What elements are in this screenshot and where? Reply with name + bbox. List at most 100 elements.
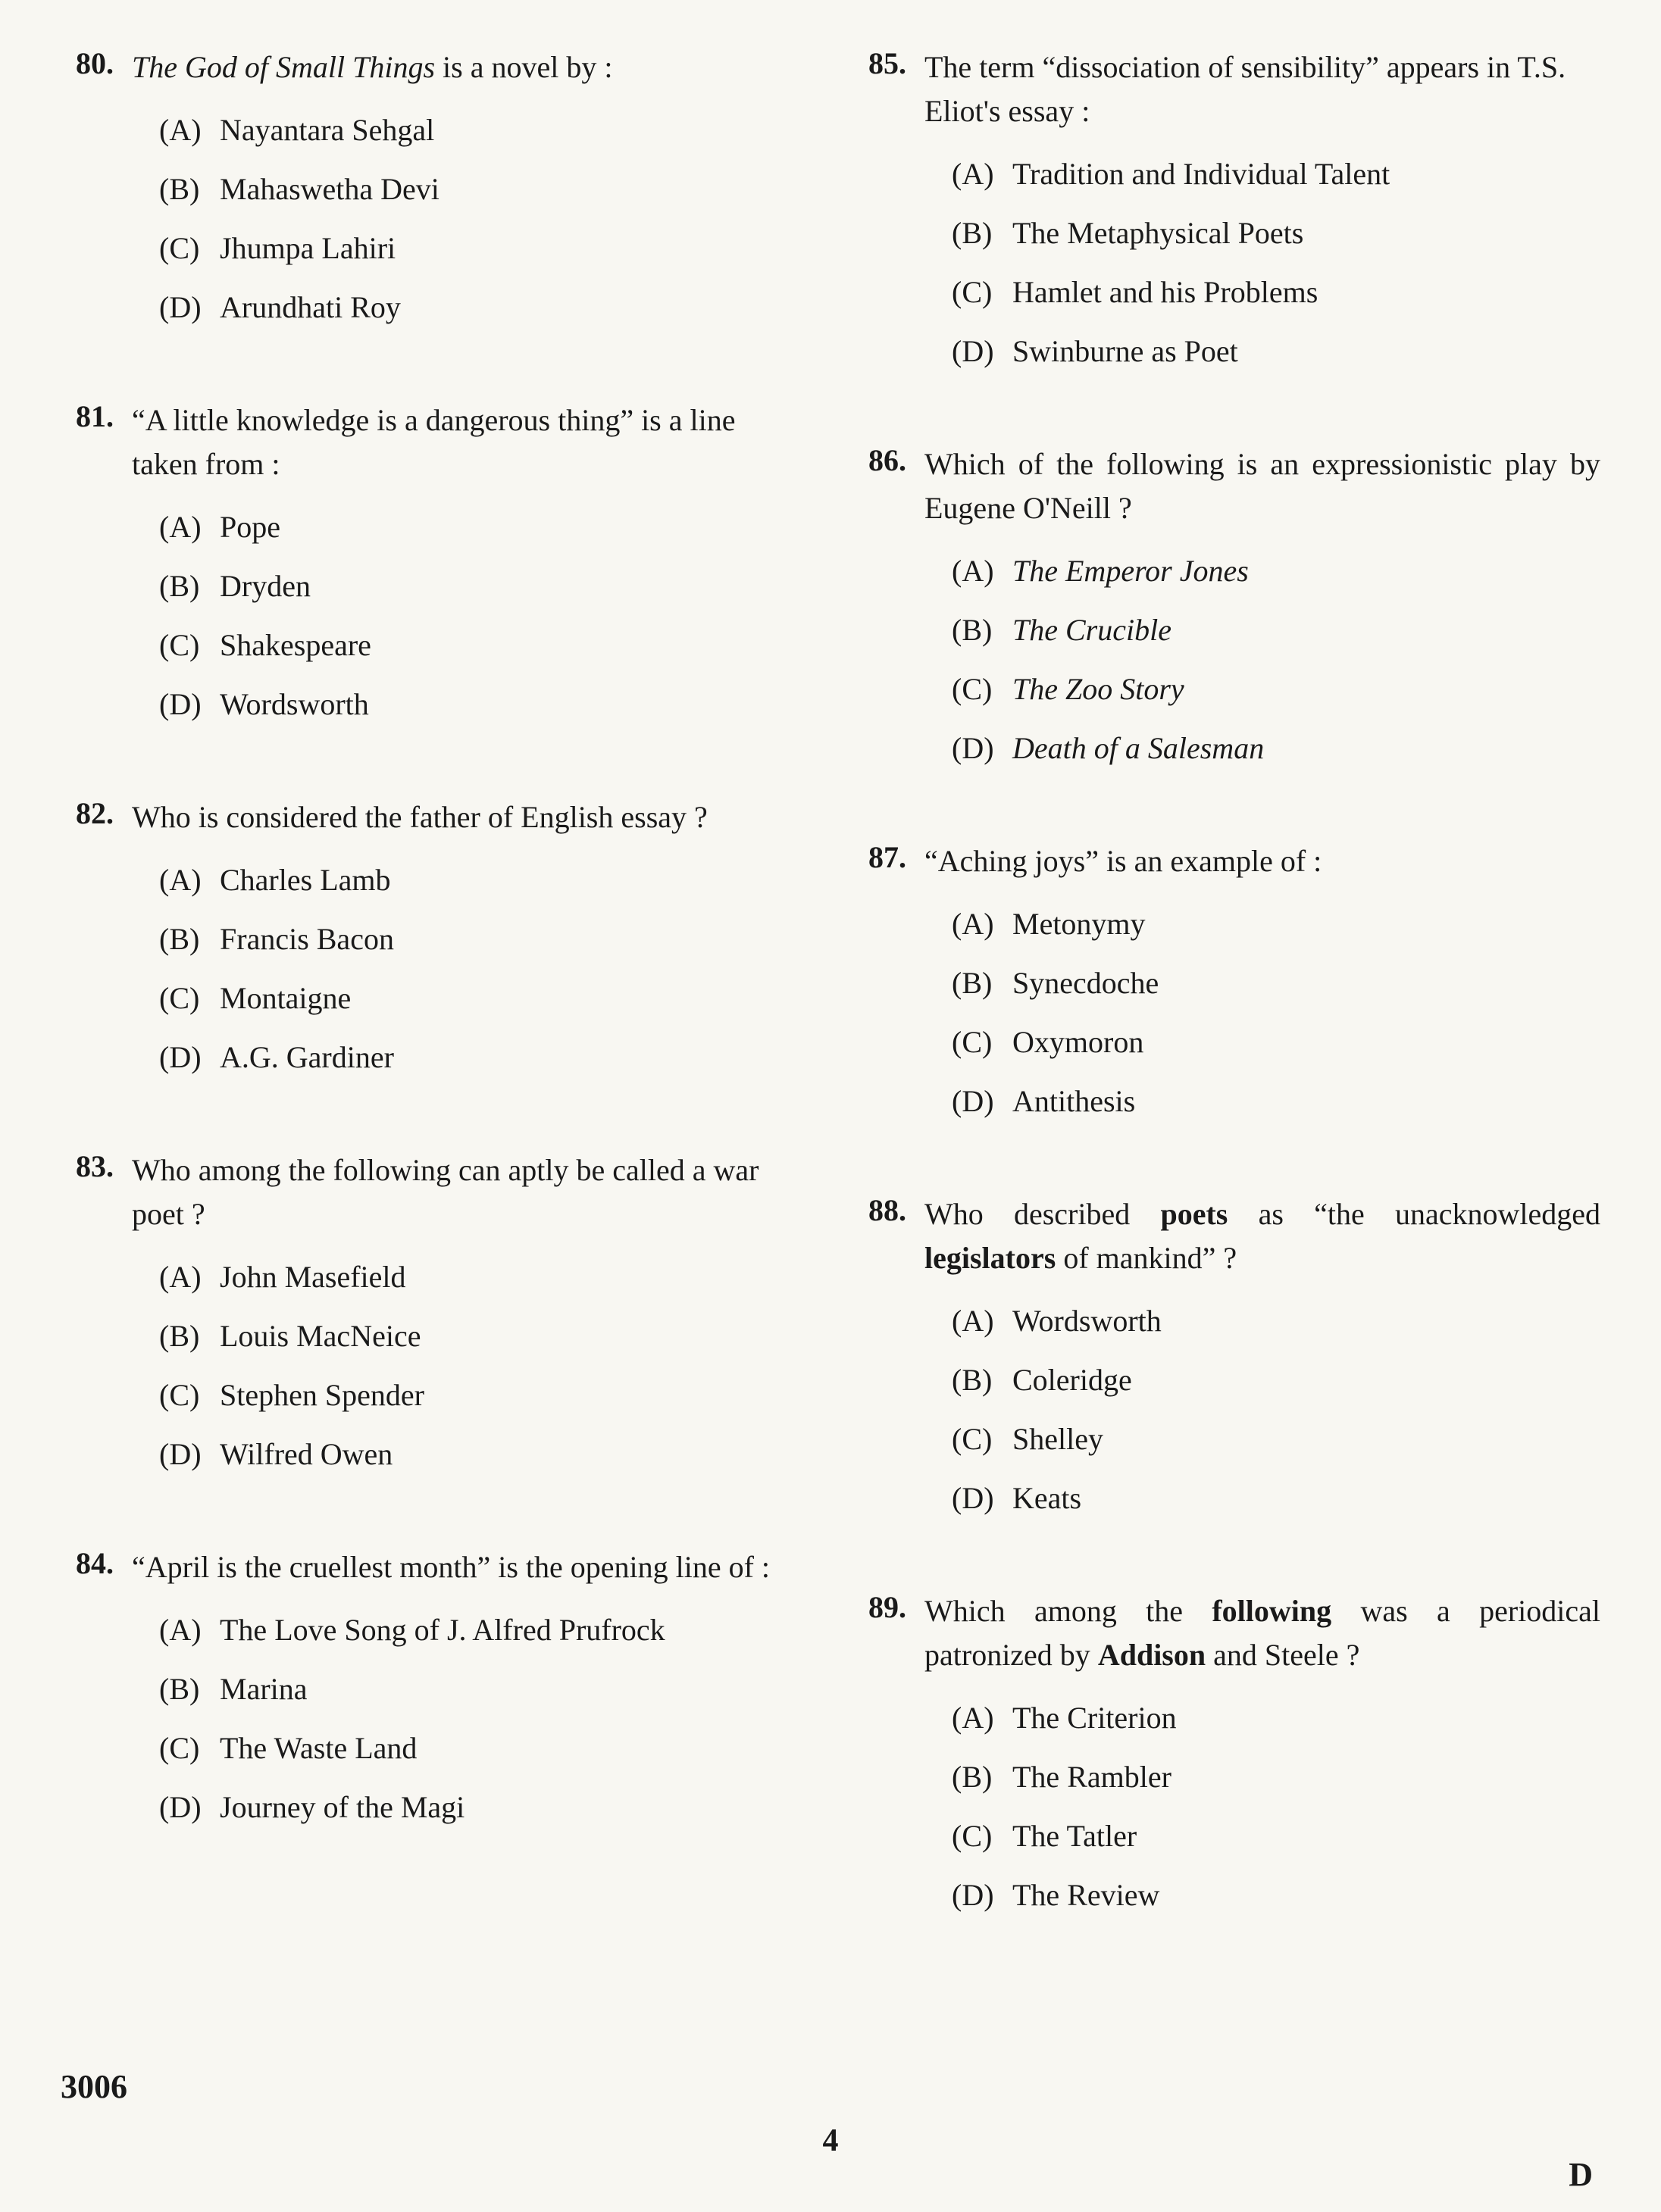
option-text: Keats [1012,1476,1081,1521]
question: 88. Who described poets as “the unacknowl… [853,1192,1600,1521]
option-label: (C) [952,1814,997,1859]
option-label: (C) [159,976,205,1021]
option-label: (D) [159,1785,205,1830]
option: (B) Dryden [159,564,808,609]
option: (A)Metonymy [952,901,1600,947]
option-label: (B) [952,211,997,256]
option-label: (A) [952,548,997,594]
option: (C)The Zoo Story [952,667,1600,712]
option: (A)The Criterion [952,1695,1600,1741]
option-label: (A) [952,1695,997,1741]
options-list: (A) The Emperor Jones (B) The Crucible (C)Th… [952,548,1600,771]
option: (B)The Rambler [952,1754,1600,1800]
option: (D) Keats [952,1476,1600,1521]
option-text: Antithesis [1012,1079,1135,1124]
option: (C) The Tatler [952,1814,1600,1859]
option-text: Jhumpa Lahiri [220,226,396,271]
option-label: (D) [952,1079,997,1124]
question-header: 89.Which among the following was a perio… [853,1589,1600,1677]
option-label: (C) [952,1020,997,1065]
option-text: The Metaphysical Poets [1012,211,1303,256]
question-header: 81. “A little knowledge is a dangerous th… [61,398,808,486]
question-text: The God of Small Things is a novel by : [132,45,808,89]
question-text: “A little knowledge is a dangerous thing… [132,398,808,486]
option: (D) The Review [952,1873,1600,1918]
option-text: The Review [1012,1873,1159,1918]
option-label: (D) [952,1476,997,1521]
option: (B) Francis Bacon [159,917,808,962]
question-text: Which of the following is an expressioni… [924,442,1600,530]
option-label: (B) [952,1358,997,1403]
options-list: (A)Pope(B)Dryden(C)Shakespeare(D)Wordswo… [159,505,808,727]
option-label: (D) [952,329,997,374]
option: (D) Journey of the Magi [159,1785,808,1830]
option-label: (D) [159,285,205,330]
option-text: The Emperor Jones [1012,548,1249,594]
footer-page-number: 4 [823,2123,839,2159]
options-list: (A) Nayantara Sehgal (B)Mahaswetha Devi (C)… [159,108,808,330]
options-list: (A)Charles Lamb(B)Francis Bacon(C)Montai… [159,858,808,1080]
option: (B)Mahaswetha Devi [159,167,808,212]
option-text: Oxymoron [1012,1020,1143,1065]
options-list: (A)The Love Song of J. Alfred Prufrock(B… [159,1607,808,1830]
question-text: Who is considered the father of English … [132,795,808,839]
option-text: Arundhati Roy [220,285,401,330]
option-label: (A) [159,505,205,550]
option-text: Shelley [1012,1417,1103,1462]
option: (B) The Crucible [952,608,1600,653]
option-text: Journey of the Magi [220,1785,465,1830]
right-column: 85.The term “dissociation of sensibility… [853,45,1600,1986]
option-text: Charles Lamb [220,858,391,903]
option-text: Tradition and Individual Talent [1012,152,1390,197]
option: (A) Nayantara Sehgal [159,108,808,153]
option-text: The Waste Land [220,1726,417,1771]
option: (A) Pope [159,505,808,550]
question-header: 80.The God of Small Things is a novel by… [61,45,808,89]
option: (B)Louis MacNeice [159,1314,808,1359]
option-label: (B) [159,564,205,609]
option-label: (A) [952,152,997,197]
question: 81. “A little knowledge is a dangerous th… [61,398,808,727]
question-header: 83.Who among the following can aptly be … [61,1148,808,1236]
option: (A)Wordsworth [952,1298,1600,1344]
option-label: (A) [159,108,205,153]
option: (D)A.G. Gardiner [159,1035,808,1080]
option-label: (B) [159,917,205,962]
option: (D)Wilfred Owen [159,1432,808,1477]
option-label: (C) [159,226,205,271]
option-text: Pope [220,505,280,550]
option-text: Metonymy [1012,901,1146,947]
option: (C)Shakespeare [159,623,808,668]
option-text: Synecdoche [1012,961,1159,1006]
option-label: (B) [952,608,997,653]
option: (B) The Metaphysical Poets [952,211,1600,256]
option-label: (D) [952,1873,997,1918]
option-text: The Crucible [1012,608,1171,653]
option: (C) Oxymoron [952,1020,1600,1065]
options-list: (A)The Criterion (B)The Rambler (C) The Tat… [952,1695,1600,1918]
option: (A) The Emperor Jones [952,548,1600,594]
option-text: Nayantara Sehgal [220,108,434,153]
question: 85.The term “dissociation of sensibility… [853,45,1600,374]
question-number: 81. [61,398,114,434]
option-label: (D) [159,682,205,727]
option-text: Dryden [220,564,311,609]
question-number: 88. [853,1192,906,1228]
option-text: The Tatler [1012,1814,1137,1859]
option: (A) Tradition and Individual Talent [952,152,1600,197]
question: 86.Which of the following is an expressi… [853,442,1600,771]
option: (B) Synecdoche [952,961,1600,1006]
option: (B)Coleridge [952,1358,1600,1403]
footer-code: 3006 [61,2067,127,2106]
question-text: Who described poets as “the unacknowledg… [924,1192,1600,1280]
question-number: 84. [61,1545,114,1581]
footer-letter: D [1569,2155,1593,2194]
option: (C) Jhumpa Lahiri [159,226,808,271]
option: (C)Stephen Spender [159,1373,808,1418]
option: (C)Montaigne [159,976,808,1021]
option-text: Francis Bacon [220,917,394,962]
question-header: 88. Who described poets as “the unacknowl… [853,1192,1600,1280]
option-label: (B) [952,961,997,1006]
option-text: Wordsworth [1012,1298,1162,1344]
question-header: 84.“April is the cruellest month” is the… [61,1545,808,1589]
